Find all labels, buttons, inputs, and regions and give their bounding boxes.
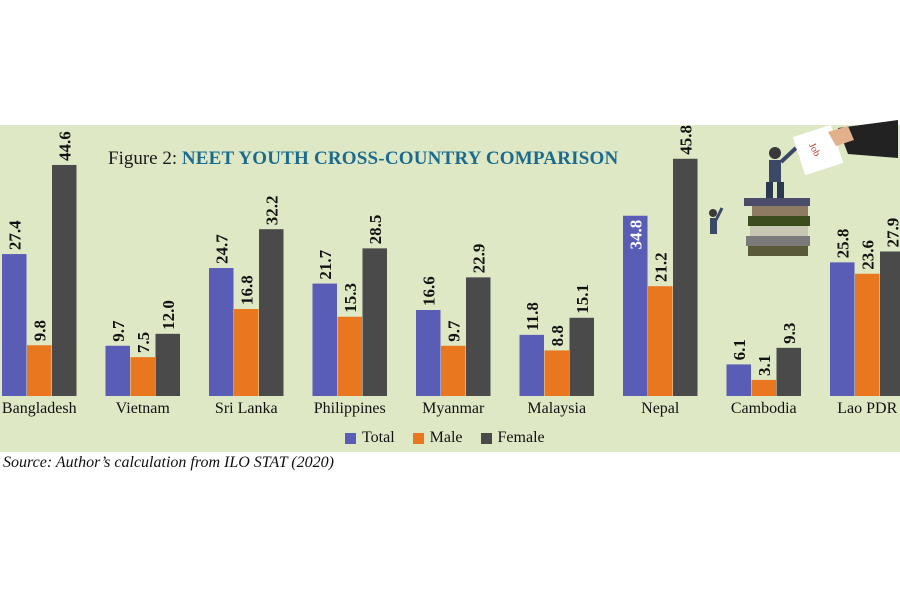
category-label-malaysia: Malaysia	[527, 400, 587, 417]
category-label-vietnam: Vietnam	[115, 400, 170, 417]
category-label-philippines: Philippines	[313, 400, 386, 417]
category-label-cambodia: Cambodia	[730, 400, 797, 417]
value-label-male-bangladesh: 9.8	[30, 320, 49, 341]
bar-female-philippines	[362, 248, 387, 396]
bar-male-philippines	[337, 316, 362, 396]
bar-female-sri-lanka	[259, 229, 284, 396]
bar-female-bangladesh	[52, 164, 77, 396]
value-label-male-lao-pdr: 23.6	[858, 240, 877, 270]
bar-male-lao-pdr	[855, 273, 880, 396]
source-note: Source: Author’s calculation from ILO ST…	[3, 454, 334, 471]
bar-female-vietnam	[155, 333, 180, 396]
bar-male-bangladesh	[27, 345, 52, 396]
bar-total-bangladesh	[2, 254, 27, 396]
bar-total-malaysia	[519, 334, 544, 396]
value-label-female-bangladesh: 44.6	[55, 131, 74, 161]
job-seekers-on-books-icon: Job	[698, 118, 900, 273]
bar-total-nepal	[623, 215, 648, 396]
value-label-female-vietnam: 12.0	[159, 300, 178, 330]
value-label-total-vietnam: 9.7	[109, 320, 128, 342]
legend: Total Male Female	[345, 428, 563, 448]
value-label-total-malaysia: 11.8	[523, 302, 542, 331]
bar-total-sri-lanka	[209, 268, 234, 396]
category-label-sri-lanka: Sri Lanka	[214, 400, 278, 417]
title-prefix: Figure 2:	[108, 148, 178, 169]
category-label-bangladesh: Bangladesh	[1, 400, 77, 417]
value-label-female-lao-pdr: 27.9	[883, 218, 900, 248]
legend-label-female: Female	[497, 429, 545, 446]
bar-male-myanmar	[441, 345, 466, 396]
legend-swatch-male	[412, 432, 424, 444]
bar-total-cambodia	[726, 364, 751, 396]
value-label-female-philippines: 28.5	[366, 215, 385, 245]
value-label-male-cambodia: 3.1	[755, 355, 774, 376]
value-label-total-sri-lanka: 24.7	[212, 234, 231, 264]
bar-female-malaysia	[569, 317, 594, 396]
value-label-female-nepal: 45.8	[676, 125, 695, 155]
chart-panel	[0, 125, 900, 452]
value-label-male-malaysia: 8.8	[548, 325, 567, 346]
legend-label-male: Male	[429, 429, 463, 446]
bar-total-lao-pdr	[830, 262, 855, 396]
legend-swatch-total	[345, 432, 356, 444]
value-label-female-malaysia: 15.1	[573, 284, 592, 314]
value-label-total-bangladesh: 27.4	[5, 220, 24, 250]
value-label-total-myanmar: 16.6	[419, 276, 438, 306]
value-label-total-nepal: 34.8	[626, 220, 645, 250]
bar-male-nepal	[648, 286, 673, 396]
value-label-male-nepal: 21.2	[651, 252, 670, 282]
value-label-male-vietnam: 7.5	[134, 332, 153, 353]
bar-male-vietnam	[130, 357, 155, 396]
value-label-male-myanmar: 9.7	[444, 320, 463, 342]
bar-total-vietnam	[105, 345, 130, 396]
bar-female-nepal	[673, 158, 698, 396]
value-label-male-sri-lanka: 16.8	[237, 275, 256, 305]
category-label-lao-pdr: Lao PDR	[837, 400, 898, 417]
value-label-female-cambodia: 9.3	[780, 323, 799, 344]
bar-female-myanmar	[466, 277, 491, 396]
bar-total-philippines	[312, 283, 337, 396]
value-label-total-lao-pdr: 25.8	[833, 229, 852, 259]
value-label-total-philippines: 21.7	[316, 249, 335, 279]
bar-total-myanmar	[416, 310, 441, 396]
value-label-female-sri-lanka: 32.2	[262, 195, 281, 225]
legend-item-male: Male	[412, 429, 463, 447]
bar-male-sri-lanka	[234, 308, 259, 396]
legend-item-total: Total	[345, 429, 395, 447]
legend-swatch-female	[480, 432, 492, 444]
bar-male-cambodia	[751, 379, 776, 396]
value-label-total-cambodia: 6.1	[730, 339, 749, 360]
bar-female-lao-pdr	[880, 251, 900, 396]
value-label-male-philippines: 15.3	[341, 283, 360, 313]
legend-label-total: Total	[362, 429, 395, 446]
bar-male-malaysia	[544, 350, 569, 396]
value-label-female-myanmar: 22.9	[469, 244, 488, 274]
category-label-myanmar: Myanmar	[422, 400, 485, 417]
category-label-nepal: Nepal	[641, 400, 680, 417]
chart-title: Figure 2: NEET YOUTH CROSS-COUNTRY COMPA…	[108, 147, 618, 171]
bar-female-cambodia	[776, 347, 801, 396]
legend-item-female: Female	[480, 429, 545, 447]
title-main: NEET YOUTH CROSS-COUNTRY COMPARISON	[181, 148, 619, 169]
